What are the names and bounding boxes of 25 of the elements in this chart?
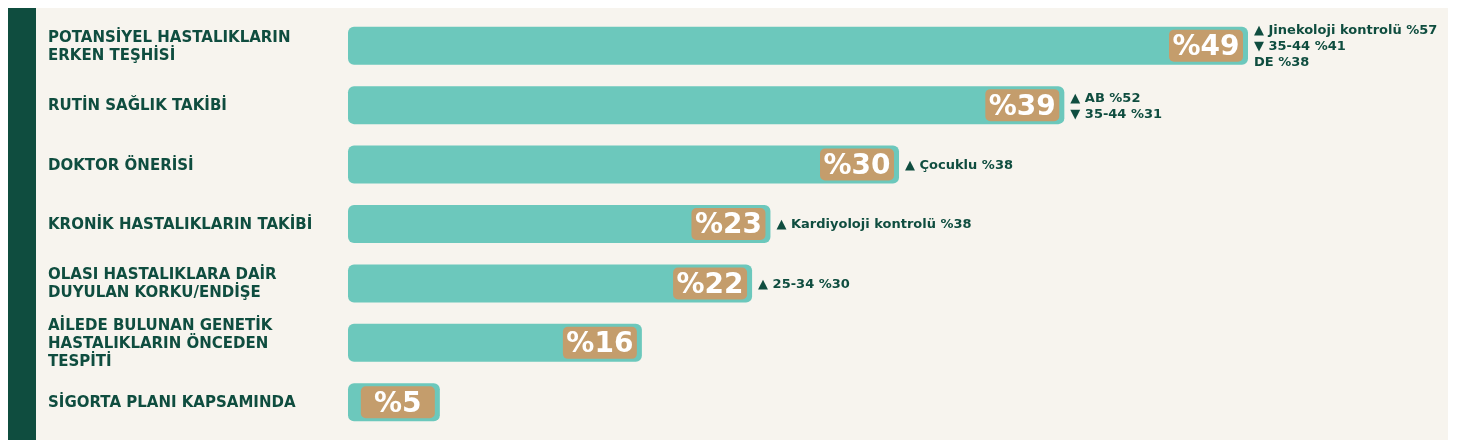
annotation: ▲ AB %52 xyxy=(1070,89,1141,105)
annotation: ▲ Kardiyoloji kontrolü %38 xyxy=(776,216,972,232)
y-tick-label: KRONİK HASTALIKLARIN TAKİBİ xyxy=(48,214,313,233)
data-label: %30 xyxy=(823,148,891,182)
y-tick-label: RUTİN SAĞLIK TAKİBİ xyxy=(48,95,227,115)
annotation: DE %38 xyxy=(1254,54,1310,70)
bar xyxy=(348,86,1065,125)
annotation: ▲ Jinekoloji kontrolü %57 xyxy=(1254,22,1438,38)
y-tick-label: AİLEDE BULUNAN GENETİK HASTALIKLARIN ÖNCEDEN TESPİTİ xyxy=(48,314,274,370)
annotation: ▲ 25-34 %30 xyxy=(758,275,850,291)
bar xyxy=(348,145,900,184)
data-label: %49 xyxy=(1172,29,1240,63)
y-tick-label: DOKTOR ÖNERİSİ xyxy=(48,154,194,174)
annotation: ▼ 35-44 %31 xyxy=(1070,105,1163,121)
bar xyxy=(348,26,1248,65)
data-label: %39 xyxy=(988,88,1056,122)
y-tick-label: SİGORTA PLANI KAPSAMINDA xyxy=(48,392,296,412)
data-label: %23 xyxy=(694,207,762,241)
data-label: %22 xyxy=(676,266,744,300)
data-label: %16 xyxy=(566,326,634,360)
annotation: ▲ Çocuklu %38 xyxy=(905,157,1013,173)
annotation: ▼ 35-44 %41 xyxy=(1254,38,1346,54)
data-label: %5 xyxy=(374,385,422,419)
y-tick-label: OLASI HASTALIKLARA DAİR DUYULAN KORKU/ENDİŞE xyxy=(48,264,278,302)
y-tick-label: POTANSİYEL HASTALIKLARIN ERKEN TEŞHİSİ xyxy=(48,26,291,64)
